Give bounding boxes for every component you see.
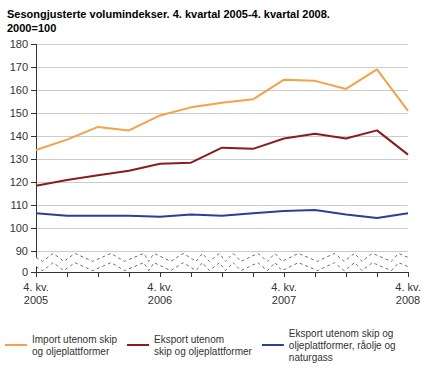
svg-text:180: 180 <box>10 38 28 50</box>
svg-text:2005: 2005 <box>24 294 48 306</box>
svg-text:Eksport utenom: Eksport utenom <box>154 334 224 345</box>
svg-text:naturgass: naturgass <box>289 352 333 363</box>
svg-text:2008: 2008 <box>396 294 420 306</box>
svg-text:130: 130 <box>10 153 28 165</box>
svg-text:2007: 2007 <box>272 294 296 306</box>
svg-text:oljeplattformer, råolje og: oljeplattformer, råolje og <box>289 340 396 351</box>
svg-text:og oljeplattformer: og oljeplattformer <box>32 346 110 357</box>
svg-text:Sesongjusterte volumindekser.: Sesongjusterte volumindekser. 4. kvartal… <box>7 8 330 20</box>
svg-text:2000=100: 2000=100 <box>7 22 56 34</box>
svg-text:Eksport utenom skip og: Eksport utenom skip og <box>289 328 394 339</box>
svg-text:120: 120 <box>10 176 28 188</box>
svg-text:4. kv.: 4. kv. <box>23 281 48 293</box>
svg-text:4. kv.: 4. kv. <box>271 281 296 293</box>
svg-text:4. kv.: 4. kv. <box>395 281 420 293</box>
svg-text:170: 170 <box>10 61 28 73</box>
svg-text:2006: 2006 <box>148 294 172 306</box>
svg-text:skip og oljeplattformer: skip og oljeplattformer <box>154 346 252 357</box>
svg-text:0: 0 <box>22 266 28 278</box>
svg-text:150: 150 <box>10 107 28 119</box>
svg-text:160: 160 <box>10 84 28 96</box>
svg-text:100: 100 <box>10 222 28 234</box>
svg-text:90: 90 <box>16 245 28 257</box>
svg-text:Import utenom skip: Import utenom skip <box>32 334 117 345</box>
svg-text:4. kv.: 4. kv. <box>147 281 172 293</box>
svg-text:110: 110 <box>10 199 28 211</box>
svg-text:140: 140 <box>10 130 28 142</box>
